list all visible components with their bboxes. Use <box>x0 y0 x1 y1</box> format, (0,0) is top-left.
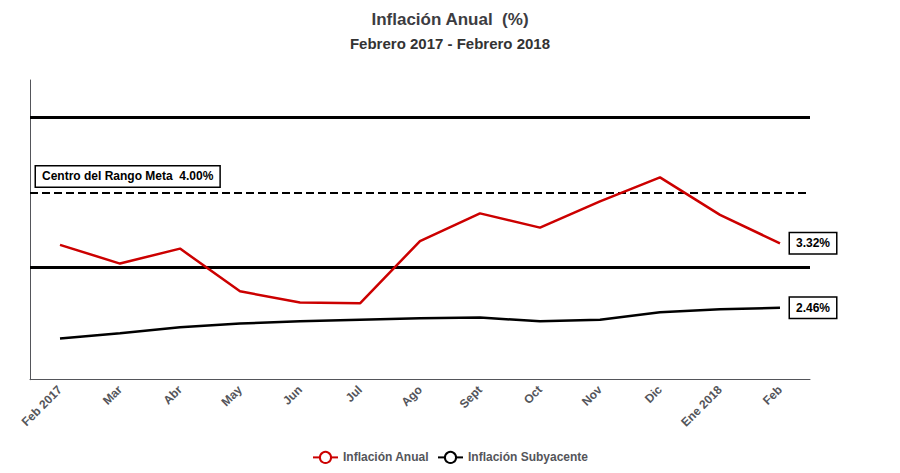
svg-text:Sept: Sept <box>457 383 485 411</box>
svg-text:Inflación Anual: Inflación Anual <box>343 450 429 464</box>
svg-text:Inflación Subyacente: Inflación Subyacente <box>468 450 588 464</box>
svg-text:Feb: Feb <box>760 383 785 408</box>
svg-text:Ago: Ago <box>399 383 425 409</box>
svg-text:Dic: Dic <box>642 383 665 406</box>
svg-text:May: May <box>219 383 246 410</box>
svg-text:Nov: Nov <box>579 383 605 409</box>
svg-text:Mar: Mar <box>100 383 125 408</box>
svg-text:Jun: Jun <box>280 383 305 408</box>
svg-text:Inflación Anual (%): Inflación Anual (%) <box>371 10 528 29</box>
svg-text:Oct: Oct <box>521 383 545 407</box>
svg-text:Abr: Abr <box>160 383 185 408</box>
svg-text:Febrero 2017 - Febrero 2018: Febrero 2017 - Febrero 2018 <box>350 35 550 52</box>
svg-text:Jul: Jul <box>343 383 365 405</box>
svg-text:3.32%: 3.32% <box>796 236 830 250</box>
svg-text:Ene 2018: Ene 2018 <box>678 383 725 430</box>
svg-text:Centro del Rango Meta 4.00%: Centro del Rango Meta 4.00% <box>42 169 214 183</box>
svg-text:2.46%: 2.46% <box>796 301 830 315</box>
svg-text:Feb 2017: Feb 2017 <box>19 383 65 429</box>
